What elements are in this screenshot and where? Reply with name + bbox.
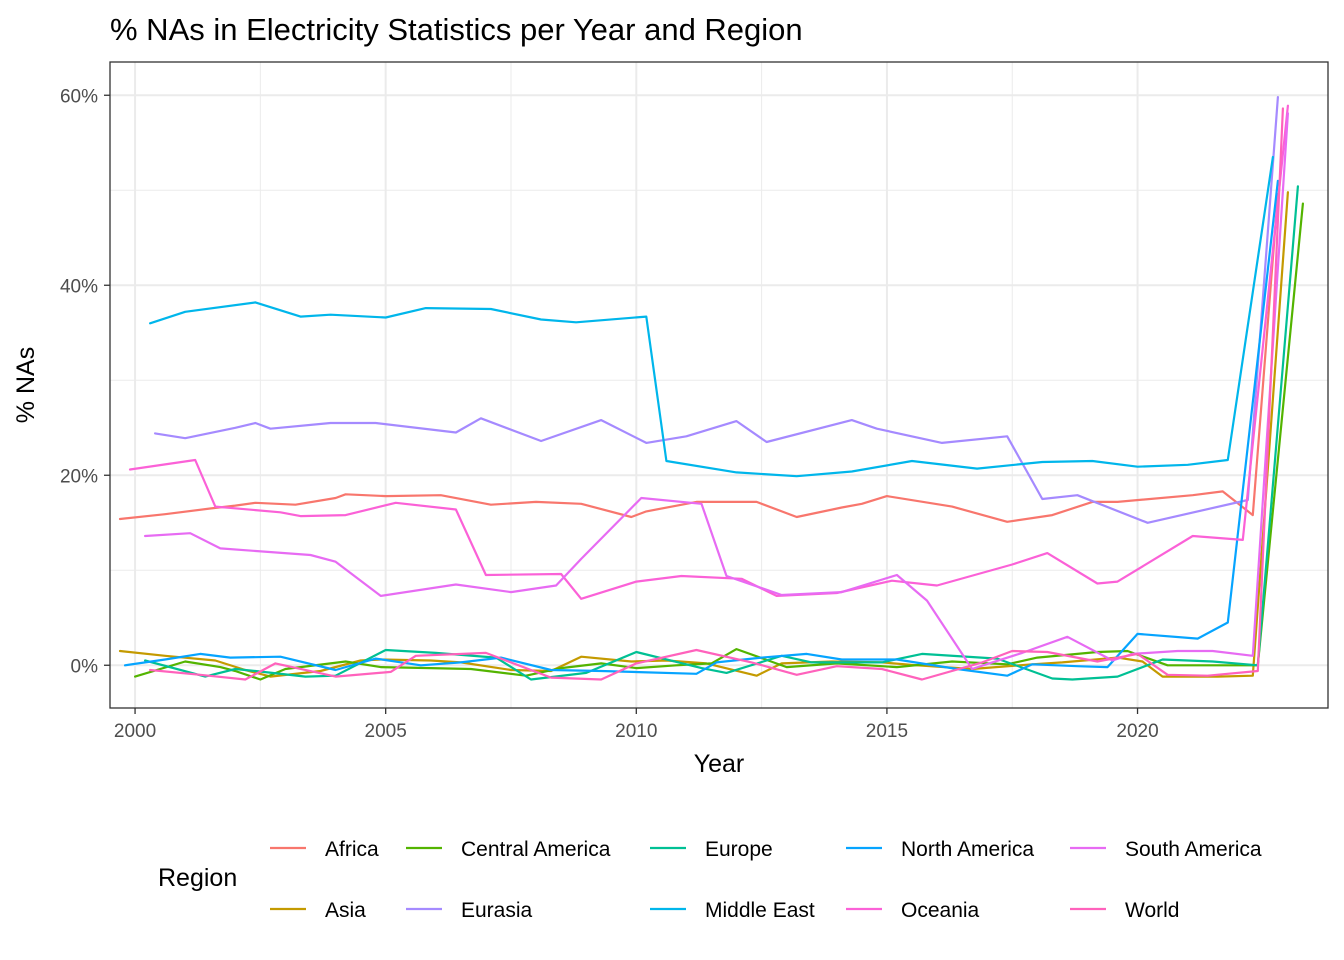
series-line-africa bbox=[118, 192, 1279, 523]
x-tick-label: 2005 bbox=[365, 721, 407, 742]
x-tick-label: 2000 bbox=[114, 721, 156, 742]
legend-label-central-america: Central America bbox=[461, 838, 611, 861]
series-line-oceania bbox=[128, 104, 1289, 600]
y-tick-label: 20% bbox=[60, 466, 98, 487]
y-tick-label: 0% bbox=[71, 656, 99, 677]
series-line-south-america bbox=[144, 112, 1289, 671]
chart-title: % NAs in Electricity Statistics per Year… bbox=[110, 12, 803, 47]
y-axis-ticks: 0% 20% 40% 60% bbox=[60, 86, 110, 677]
legend-label-asia: Asia bbox=[325, 899, 366, 922]
series-line-north-america bbox=[123, 179, 1279, 677]
x-axis-ticks: 2000 2005 2010 2015 2020 bbox=[114, 708, 1159, 742]
legend-label-world: World bbox=[1125, 899, 1179, 922]
legend: Africa Asia Central America Eurasia Europe Mi… bbox=[270, 838, 1262, 922]
legend-label-middle-east: Middle East bbox=[705, 899, 815, 922]
x-tick-label: 2020 bbox=[1116, 721, 1158, 742]
series-line-europe bbox=[144, 185, 1299, 681]
legend-label-oceania: Oceania bbox=[901, 899, 980, 922]
series-line-asia bbox=[118, 191, 1289, 678]
series-line-central-america bbox=[134, 202, 1304, 681]
x-tick-label: 2010 bbox=[615, 721, 657, 742]
legend-title: Region bbox=[158, 864, 237, 892]
y-axis-title: % NAs bbox=[12, 347, 40, 423]
plot-panel-border bbox=[109, 61, 1329, 709]
legend-label-eurasia: Eurasia bbox=[461, 899, 533, 922]
x-axis-title: Year bbox=[694, 750, 745, 778]
y-tick-label: 60% bbox=[60, 86, 98, 107]
series-line-world bbox=[149, 107, 1284, 681]
y-tick-label: 40% bbox=[60, 276, 98, 297]
legend-label-africa: Africa bbox=[325, 838, 379, 861]
series-lines bbox=[118, 96, 1304, 681]
grid-minor bbox=[110, 62, 1328, 708]
legend-label-europe: Europe bbox=[705, 838, 773, 861]
series-line-eurasia bbox=[154, 96, 1279, 524]
series-line-middle-east bbox=[149, 155, 1274, 478]
x-tick-label: 2015 bbox=[866, 721, 908, 742]
legend-label-north-america: North America bbox=[901, 838, 1034, 861]
legend-label-south-america: South America bbox=[1125, 838, 1262, 861]
grid-major bbox=[110, 62, 1328, 708]
